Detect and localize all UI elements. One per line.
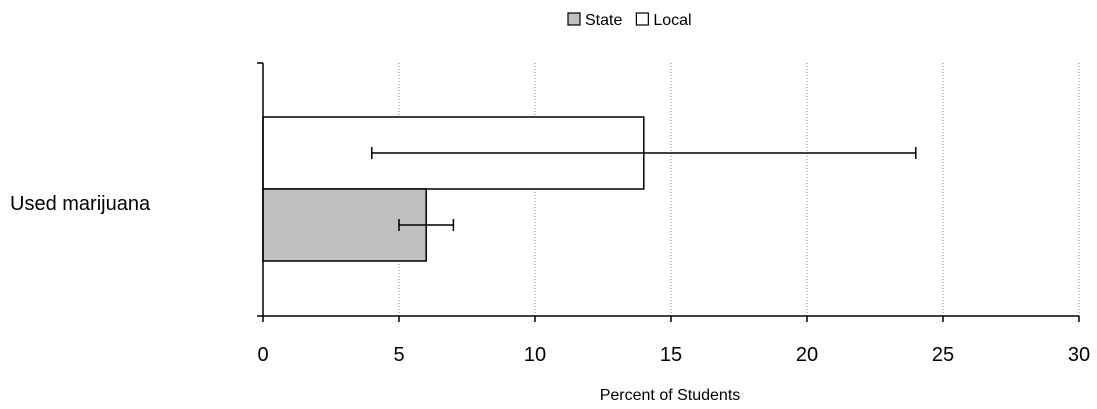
x-tick-label: 30 [1068, 344, 1090, 366]
bars [262, 116, 645, 262]
category-labels: Used marijuana [10, 193, 151, 215]
x-tick-label: 10 [524, 344, 546, 366]
x-tick-label: 15 [660, 344, 682, 366]
error-bars [371, 147, 917, 231]
x-tick-labels: 0 5 10 15 20 25 30 [257, 344, 1090, 366]
legend-swatch-state [567, 12, 581, 26]
legend-label-local: Local [653, 12, 691, 29]
x-tick-label: 20 [796, 344, 818, 366]
x-tick-label: 0 [257, 344, 268, 366]
gridlines [398, 63, 1080, 316]
x-tick-label: 25 [932, 344, 954, 366]
legend-swatch-local [635, 12, 649, 26]
category-label: Used marijuana [10, 193, 151, 215]
legend: State Local [567, 12, 692, 29]
x-axis-title: Percent of Students [600, 387, 741, 404]
axes [257, 62, 1080, 322]
legend-label-state: State [585, 12, 622, 29]
x-tick-label: 5 [393, 344, 404, 366]
